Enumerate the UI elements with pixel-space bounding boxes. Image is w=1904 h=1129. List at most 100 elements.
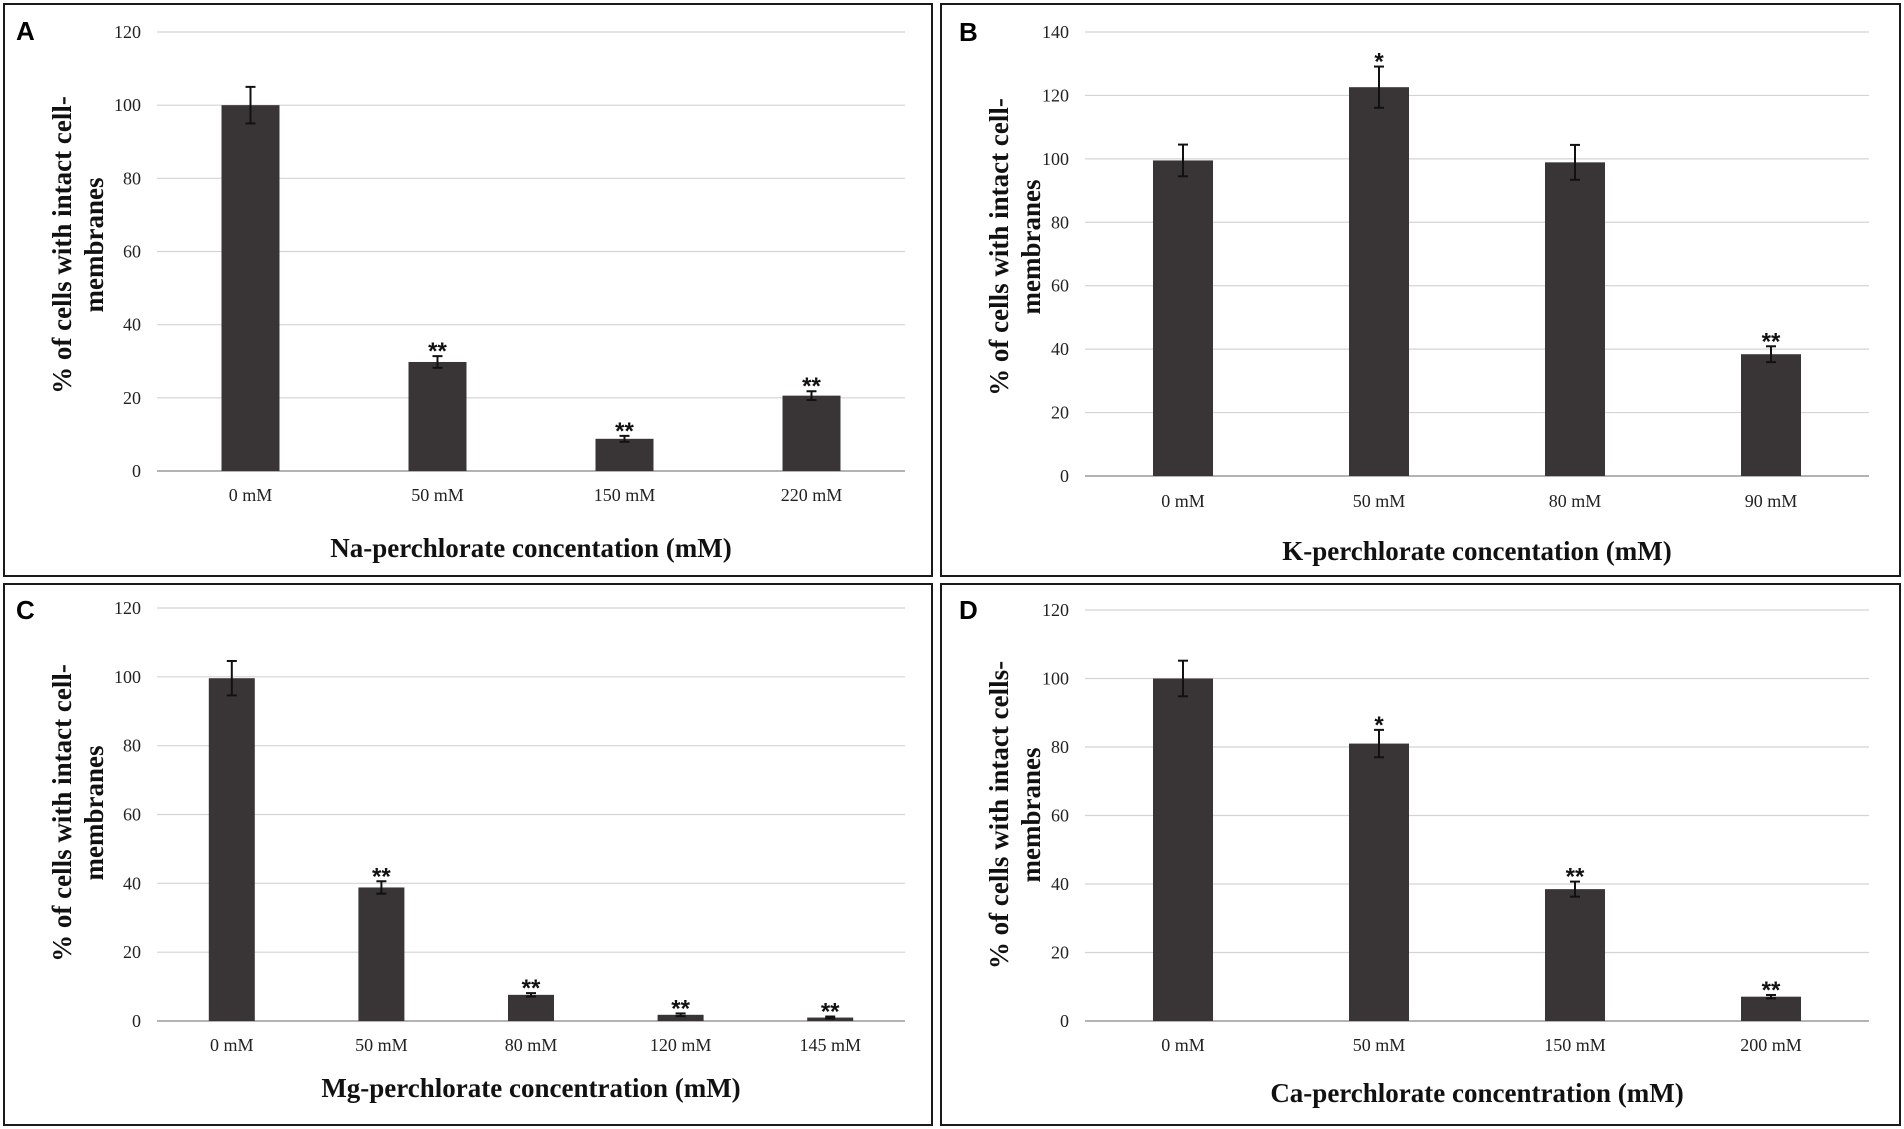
y-tick-label-b-1: 20 [1051, 403, 1069, 423]
significance-c-4: ** [821, 999, 840, 1026]
significance-a-3: ** [802, 373, 821, 400]
x-tick-label-d-2: 150 mM [1544, 1035, 1606, 1055]
bar-c-0 [208, 678, 255, 1021]
significance-a-1: ** [428, 338, 447, 365]
bar-d-2 [1545, 889, 1605, 1021]
x-tick-label-d-3: 200 mM [1740, 1035, 1802, 1055]
chart-c-svg: C 0 20 40 60 80 100 120 0 mM ** 50 mM ** 80 mM ** 120… [16, 595, 905, 1103]
significance-b-3: ** [1762, 328, 1781, 355]
panel-d-letter: D [959, 595, 978, 625]
panel-c: C 0 20 40 60 80 100 120 0 mM ** 50 mM ** 80 mM ** 120… [3, 583, 933, 1126]
y-tick-label-d-1: 20 [1051, 943, 1069, 963]
panel-c-letter: C [16, 595, 35, 625]
y-tick-labels-c: 0 20 40 60 80 100 120 [114, 598, 141, 1031]
y-tick-label-a-6: 120 [114, 22, 141, 42]
y-axis-title-b: % of cells with intact cell-membranes [984, 98, 1046, 396]
x-tick-label-b-1: 50 mM [1353, 491, 1406, 511]
y-axis-title-line-b-1: membranes [1016, 180, 1046, 315]
chart-a-svg: A 0 20 40 60 80 100 120 0 mM ** 50 mM ** 150 mM ** 22… [16, 16, 905, 563]
bar-c-1 [358, 887, 405, 1021]
x-axis-title-b: K-perchlorate concentation (mM) [1282, 536, 1671, 566]
y-axis-title-d: % of cells with intact cells-membranes [984, 661, 1046, 969]
bar-c-2 [508, 994, 554, 1021]
y-axis-title-line-c-1: membranes [79, 746, 109, 881]
bar-b-1 [1349, 87, 1409, 476]
y-tick-label-c-4: 80 [123, 736, 141, 756]
y-tick-label-c-5: 100 [114, 667, 141, 687]
y-axis-title-line-d-1: membranes [1016, 748, 1046, 883]
y-tick-labels-b: 0 20 40 60 80 100 120 140 [1042, 22, 1069, 486]
significance-b-1: * [1374, 49, 1384, 76]
significance-a-2: ** [615, 418, 634, 445]
y-tick-label-b-0: 0 [1060, 466, 1069, 486]
x-tick-label-d-1: 50 mM [1353, 1035, 1406, 1055]
x-tick-label-b-0: 0 mM [1161, 491, 1205, 511]
y-tick-label-b-3: 60 [1051, 276, 1069, 296]
x-axis-title-c: Mg-perchlorate concentration (mM) [321, 1073, 740, 1103]
x-tick-label-d-0: 0 mM [1161, 1035, 1205, 1055]
significance-c-2: ** [522, 975, 541, 1002]
x-tick-label-c-0: 0 mM [210, 1035, 254, 1055]
y-tick-label-d-5: 100 [1042, 669, 1069, 689]
gridlines-a [157, 31, 905, 472]
bar-d-1 [1349, 743, 1409, 1021]
x-tick-label-a-3: 220 mM [781, 485, 843, 505]
gridlines-c [157, 607, 905, 1022]
significance-d-1: * [1374, 712, 1384, 739]
y-tick-label-d-6: 120 [1042, 600, 1069, 620]
y-tick-label-a-0: 0 [132, 461, 141, 481]
y-axis-title-line-a-0: % of cells with intact cell- [47, 96, 77, 394]
y-axis-title-a: % of cells with intact cell-membranes [47, 96, 109, 394]
bar-a-3 [782, 395, 841, 471]
bar-d-0 [1153, 678, 1213, 1021]
y-tick-label-c-1: 20 [123, 942, 141, 962]
x-tick-label-b-3: 90 mM [1745, 491, 1798, 511]
y-tick-label-d-4: 80 [1051, 737, 1069, 757]
y-tick-label-d-3: 60 [1051, 806, 1069, 826]
x-tick-label-c-4: 145 mM [799, 1035, 861, 1055]
gridlines-d [1085, 609, 1869, 1022]
bar-d-3 [1741, 996, 1801, 1021]
bar-b-3 [1741, 354, 1801, 476]
bar-a-1 [408, 361, 467, 471]
y-tick-label-c-0: 0 [132, 1011, 141, 1031]
significance-c-1: ** [372, 863, 391, 890]
panel-a: A 0 20 40 60 80 100 120 0 mM ** 50 mM ** 150 mM ** 22… [3, 3, 933, 577]
bar-c-3 [657, 1014, 704, 1021]
x-tick-label-c-1: 50 mM [355, 1035, 408, 1055]
significance-c-3: ** [671, 995, 690, 1022]
panel-a-letter: A [16, 16, 35, 46]
panel-b-letter: B [959, 17, 978, 47]
x-tick-label-c-3: 120 mM [650, 1035, 712, 1055]
significance-d-3: ** [1762, 977, 1781, 1004]
y-tick-label-a-2: 40 [123, 315, 141, 335]
y-tick-label-b-6: 120 [1042, 85, 1069, 105]
y-axis-title-line-c-0: % of cells with intact cell- [47, 664, 77, 962]
bar-a-2 [595, 438, 654, 471]
y-tick-label-a-5: 100 [114, 95, 141, 115]
y-axis-title-line-a-1: membranes [79, 178, 109, 313]
y-tick-label-b-2: 40 [1051, 339, 1069, 359]
y-tick-label-b-5: 100 [1042, 149, 1069, 169]
x-tick-label-b-2: 80 mM [1549, 491, 1602, 511]
y-tick-label-b-7: 140 [1042, 22, 1069, 42]
bar-b-2 [1545, 162, 1605, 477]
gridlines-b [1085, 31, 1869, 477]
x-axis-title-d: Ca-perchlorate concentration (mM) [1270, 1078, 1683, 1108]
y-tick-label-a-1: 20 [123, 388, 141, 408]
bar-a-0 [221, 105, 280, 472]
x-tick-label-a-1: 50 mM [411, 485, 464, 505]
y-tick-labels-d: 0 20 40 60 80 100 120 [1042, 600, 1069, 1031]
y-tick-labels-a: 0 20 40 60 80 100 120 [114, 22, 141, 481]
x-tick-label-a-0: 0 mM [229, 485, 273, 505]
significance-d-2: ** [1566, 864, 1585, 891]
y-tick-label-a-4: 80 [123, 168, 141, 188]
bar-b-0 [1153, 160, 1213, 476]
y-axis-title-c: % of cells with intact cell-membranes [47, 664, 109, 962]
y-tick-label-c-6: 120 [114, 598, 141, 618]
y-tick-label-c-3: 60 [123, 805, 141, 825]
chart-d-svg: D 0 20 40 60 80 100 120 0 mM * 50 mM ** 150 mM ** 200… [959, 595, 1869, 1108]
y-axis-title-line-b-0: % of cells with intact cell- [984, 98, 1014, 396]
x-tick-label-c-2: 80 mM [505, 1035, 558, 1055]
y-tick-label-d-0: 0 [1060, 1011, 1069, 1031]
